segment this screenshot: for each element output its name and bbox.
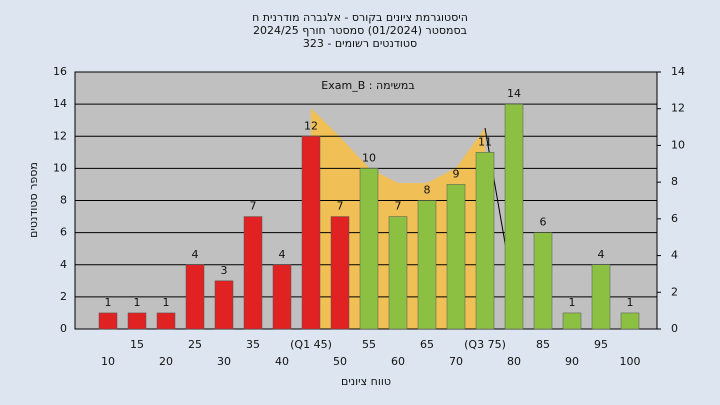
bar xyxy=(243,216,263,330)
y-tick-label: 4 xyxy=(60,258,67,271)
bar xyxy=(98,312,118,330)
x-tick-label: 15 xyxy=(130,338,144,351)
data-label: 14 xyxy=(507,87,521,100)
y2-tick-label: 0 xyxy=(671,322,678,335)
data-label: 1 xyxy=(569,296,576,309)
data-label: 4 xyxy=(598,248,605,261)
data-label: 1 xyxy=(134,296,141,309)
bar xyxy=(533,232,553,330)
x-tick-label: 85 xyxy=(536,338,550,351)
y2-tick-label: 12 xyxy=(671,102,685,115)
bar xyxy=(301,136,321,330)
data-label: 6 xyxy=(540,216,547,229)
data-label: 10 xyxy=(362,151,376,164)
x-tick-label: 65 xyxy=(420,338,434,351)
x-tick-label: 90 xyxy=(565,355,579,368)
bar xyxy=(272,264,292,330)
y-tick-label: 2 xyxy=(60,290,67,303)
data-label: 1 xyxy=(627,296,634,309)
y-tick-label: 12 xyxy=(53,129,67,142)
y2-tick-label: 8 xyxy=(671,175,678,188)
bar xyxy=(446,184,466,330)
bar xyxy=(127,312,147,330)
bar xyxy=(156,312,176,330)
x-tick-label: 55 xyxy=(362,338,376,351)
data-label: 11 xyxy=(478,135,492,148)
y-axis-label: מספר סטודנטים xyxy=(27,162,40,238)
bar xyxy=(562,312,582,330)
bar xyxy=(504,103,524,330)
x-tick-label: 100 xyxy=(620,355,641,368)
data-label: 1 xyxy=(163,296,170,309)
x-tick-label: 20 xyxy=(159,355,173,368)
decor-line xyxy=(484,127,509,261)
x-tick-label: (Q1 45) xyxy=(290,338,332,351)
data-label: 3 xyxy=(221,264,228,277)
x-tick-label: 60 xyxy=(391,355,405,368)
y2-tick-label: 10 xyxy=(671,138,685,151)
y2-tick-label: 14 xyxy=(671,65,685,78)
data-label: 8 xyxy=(424,184,431,197)
x-tick-label: (Q3 75) xyxy=(464,338,506,351)
y-tick-label: 16 xyxy=(53,65,67,78)
bar xyxy=(388,216,408,330)
data-label: 7 xyxy=(250,200,257,213)
chart-title: היסטוגרמת ציונים בקורס - אלגברה מודרנית … xyxy=(252,11,468,24)
data-label: 7 xyxy=(337,200,344,213)
bar xyxy=(475,152,495,330)
data-label: 1 xyxy=(105,296,112,309)
chart-subtitle: בסמסטר (01/2024) סמסטר חורף 2024/25 xyxy=(253,24,467,37)
y-tick-label: 8 xyxy=(60,194,67,207)
annotation: במשימה : Exam_B xyxy=(321,79,414,92)
data-label: 4 xyxy=(192,248,199,261)
x-tick-label: 40 xyxy=(275,355,289,368)
x-tick-label: 95 xyxy=(594,338,608,351)
y2-tick-label: 2 xyxy=(671,285,678,298)
data-label: 12 xyxy=(304,119,318,132)
data-label: 7 xyxy=(395,200,402,213)
bar xyxy=(359,168,379,330)
bar xyxy=(185,264,205,330)
chart-subtitle: סטודנטים רשומים - 323 xyxy=(303,37,417,50)
bar xyxy=(214,280,234,330)
x-tick-label: 80 xyxy=(507,355,521,368)
x-tick-label: 50 xyxy=(333,355,347,368)
bar xyxy=(417,200,437,330)
bars xyxy=(98,103,640,330)
y2-tick-label: 4 xyxy=(671,249,678,262)
x-axis-label: טווח ציונים xyxy=(341,375,391,388)
bar xyxy=(330,216,350,330)
data-label: 9 xyxy=(453,167,460,180)
x-tick-label: 25 xyxy=(188,338,202,351)
bar xyxy=(591,264,611,330)
y-tick-label: 14 xyxy=(53,97,67,110)
x-tick-label: 35 xyxy=(246,338,260,351)
x-tick-label: 70 xyxy=(449,355,463,368)
y2-tick-label: 6 xyxy=(671,212,678,225)
y-tick-label: 0 xyxy=(60,322,67,335)
y-tick-label: 6 xyxy=(60,226,67,239)
data-label: 4 xyxy=(279,248,286,261)
x-tick-label: 30 xyxy=(217,355,231,368)
y-tick-label: 10 xyxy=(53,161,67,174)
x-tick-label: 10 xyxy=(101,355,115,368)
bar xyxy=(620,312,640,330)
